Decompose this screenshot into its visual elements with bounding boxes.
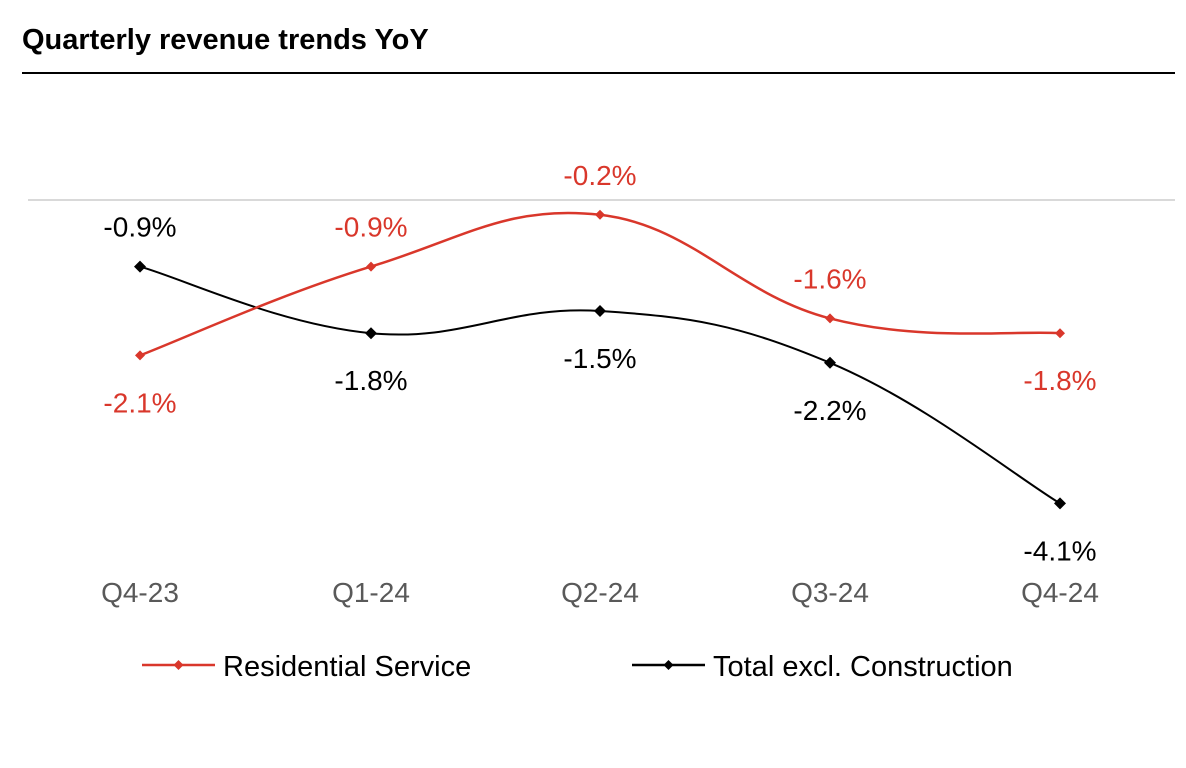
data-label-total-excl-construction: -1.5% bbox=[563, 343, 636, 374]
data-point-total-excl-construction bbox=[594, 305, 606, 317]
data-point-total-excl-construction bbox=[1054, 497, 1066, 510]
title-underline bbox=[22, 72, 1175, 74]
data-point-residential-service bbox=[366, 261, 376, 272]
x-tick-label: Q2-24 bbox=[561, 577, 639, 608]
data-point-residential-service bbox=[135, 350, 145, 361]
chart-title: Quarterly revenue trends YoY bbox=[22, 24, 429, 56]
data-point-residential-service bbox=[595, 209, 605, 220]
data-point-total-excl-construction bbox=[824, 356, 836, 369]
x-tick-label: Q3-24 bbox=[791, 577, 869, 608]
data-label-residential-service: -2.1% bbox=[103, 387, 176, 418]
x-tick-label: Q1-24 bbox=[332, 577, 410, 608]
legend-label-total-excl-construction: Total excl. Construction bbox=[713, 651, 1013, 683]
legend-label-residential-service: Residential Service bbox=[223, 651, 471, 683]
legend-marker-residential-service bbox=[173, 660, 184, 670]
data-label-total-excl-construction: -2.2% bbox=[793, 395, 866, 426]
x-tick-label: Q4-24 bbox=[1021, 577, 1099, 608]
series-line-total-excl-construction bbox=[139, 265, 1061, 505]
data-label-total-excl-construction: -1.8% bbox=[334, 365, 407, 396]
data-label-residential-service: -1.6% bbox=[793, 263, 866, 294]
data-label-total-excl-construction: -0.9% bbox=[103, 212, 176, 243]
series-line-residential-service bbox=[139, 211, 1061, 357]
data-point-total-excl-construction bbox=[365, 327, 377, 340]
data-label-residential-service: -1.8% bbox=[1023, 365, 1096, 396]
data-label-total-excl-construction: -4.1% bbox=[1023, 535, 1096, 566]
data-point-residential-service bbox=[825, 313, 835, 324]
data-point-total-excl-construction bbox=[134, 260, 146, 273]
x-tick-label: Q4-23 bbox=[101, 577, 179, 608]
legend-marker-total-excl-construction bbox=[663, 660, 674, 670]
data-label-residential-service: -0.2% bbox=[563, 160, 636, 191]
data-point-residential-service bbox=[1055, 328, 1065, 339]
data-label-residential-service: -0.9% bbox=[334, 212, 407, 243]
